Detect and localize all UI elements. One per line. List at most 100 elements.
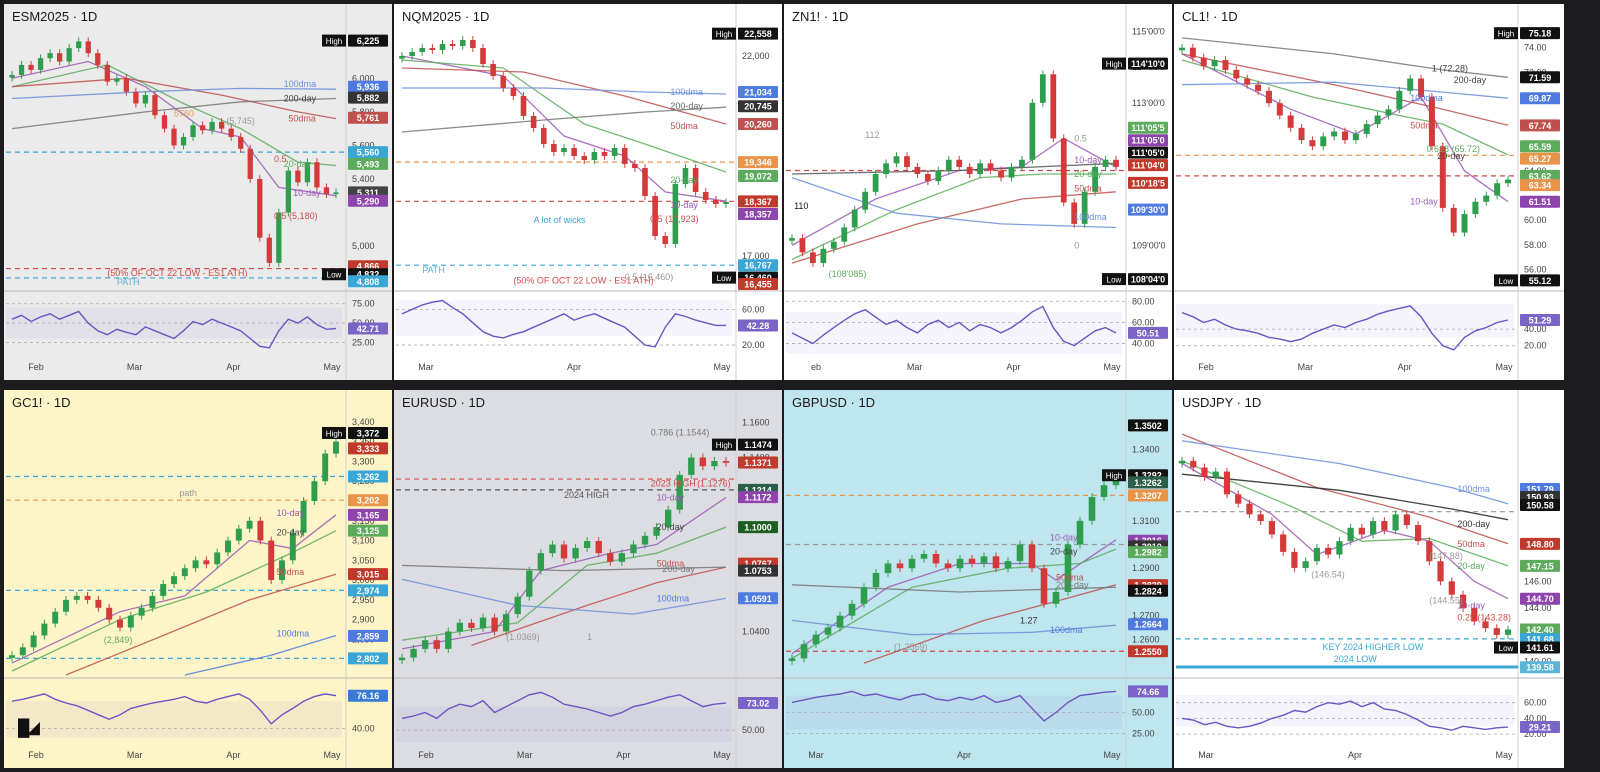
price-badge[interactable]: 111'04'0: [1128, 159, 1168, 172]
price-badge[interactable]: 148.80: [1520, 537, 1560, 550]
price-badge[interactable]: 114'10'0 High: [1102, 57, 1168, 70]
price-badge[interactable]: 3,262: [348, 470, 388, 483]
price-badge[interactable]: 20,745: [738, 100, 778, 113]
candle: [893, 152, 900, 168]
price-badge[interactable]: 55.12 Low: [1494, 274, 1560, 287]
price-badge[interactable]: 19,072: [738, 170, 778, 182]
price-badge[interactable]: 61.51: [1520, 195, 1560, 208]
price-badge[interactable]: 20,260: [738, 118, 778, 130]
price-badge[interactable]: 108'04'0 Low: [1102, 273, 1168, 286]
price-badge[interactable]: 3,202: [348, 494, 388, 507]
rsi-badge-bg: [348, 322, 388, 335]
price-badge[interactable]: 3,015: [348, 568, 388, 581]
candle: [904, 152, 910, 171]
price-badge[interactable]: 147.15: [1520, 559, 1560, 572]
price-badge[interactable]: 5,761: [348, 111, 388, 124]
price-badge[interactable]: 18,357: [738, 208, 778, 220]
candle-body: [860, 587, 868, 604]
price-badge[interactable]: 142.40: [1520, 623, 1560, 636]
candle-body: [138, 607, 145, 616]
candle: [1113, 155, 1119, 171]
price-badge[interactable]: 1.1371: [738, 456, 778, 469]
price-badge[interactable]: 3,372 High: [322, 426, 388, 439]
price-badge[interactable]: 1.1474 High: [712, 438, 778, 451]
price-badge[interactable]: 5,882: [348, 91, 388, 104]
price-badge[interactable]: 1.2664: [1128, 618, 1168, 631]
price-badge[interactable]: 111'05'5: [1128, 121, 1168, 134]
price-badge[interactable]: 1.2982: [1128, 546, 1168, 559]
price-badge[interactable]: 1.0591: [738, 592, 778, 605]
price-badge[interactable]: 65.27: [1520, 152, 1560, 165]
price-badge[interactable]: 141.61 Low: [1494, 641, 1560, 654]
price-badge[interactable]: 139.58: [1520, 661, 1560, 674]
chart-panel[interactable]: USDJPY · 1D146.00144.00140.00MarAprMay10…: [1174, 390, 1564, 768]
price-badge[interactable]: 1.1172: [738, 491, 778, 504]
chart-panel[interactable]: ESM2025 · 1D6,0005,8005,6005,4005,000Feb…: [4, 4, 392, 380]
price-badge[interactable]: 69.87: [1520, 92, 1560, 105]
price-badge[interactable]: 1.2550: [1128, 645, 1168, 658]
x-tick-label: Apr: [1348, 750, 1362, 760]
price-badge[interactable]: 5,560: [348, 146, 388, 159]
price-badge[interactable]: 3,165: [348, 508, 388, 521]
price-badge[interactable]: 5,290: [348, 194, 388, 207]
price-badge[interactable]: 2,859: [348, 629, 388, 642]
price-badge[interactable]: 6,225 High: [322, 34, 388, 47]
candle-body: [214, 552, 221, 565]
chart-panel[interactable]: CL1! · 1D74.0072.0066.0064.0060.0058.005…: [1174, 4, 1564, 380]
candle: [1071, 198, 1078, 228]
rsi-tick-label: 50.00: [742, 725, 765, 735]
rsi-tick-label: 25.00: [1132, 729, 1155, 739]
price-badge[interactable]: 5,493: [348, 157, 388, 170]
candle-body: [152, 95, 158, 116]
price-badge[interactable]: 1.3502: [1128, 419, 1168, 432]
price-badge[interactable]: 19,346: [738, 156, 778, 169]
price-badge[interactable]: 111'05'0: [1128, 134, 1168, 147]
price-badge-value: 55.12: [1529, 276, 1552, 286]
price-badge-value: 61.51: [1529, 197, 1552, 207]
candle-body: [66, 48, 72, 62]
price-badge[interactable]: 1.3262: [1128, 476, 1168, 489]
price-badge[interactable]: 3,333: [348, 442, 388, 455]
chart-panel[interactable]: NQM2025 · 1D 22,000 17,000 Mar Apr May 100dma 2…: [394, 4, 782, 380]
candle: [409, 48, 415, 60]
price-badge[interactable]: 1.1000: [738, 521, 778, 534]
candle-body: [246, 520, 253, 529]
candle: [810, 248, 816, 267]
candle: [1370, 517, 1377, 539]
price-badge[interactable]: 2,974: [348, 584, 388, 597]
price-badge[interactable]: 1.2824: [1128, 584, 1168, 597]
candle-body: [722, 460, 730, 463]
price-badge[interactable]: 2,802: [348, 652, 388, 665]
price-badge[interactable]: 3,125: [348, 524, 388, 537]
candle: [399, 52, 405, 63]
price-badge[interactable]: 5,936: [348, 80, 388, 93]
price-badge[interactable]: 63.34: [1520, 179, 1560, 192]
price-badge[interactable]: 22,558 High: [712, 27, 778, 40]
price-badge[interactable]: 65.59: [1520, 140, 1560, 153]
price-badge[interactable]: 150.58: [1520, 499, 1560, 512]
price-badge[interactable]: 1.0753: [738, 564, 778, 577]
price-badge[interactable]: 75.18 High: [1494, 27, 1560, 40]
price-badge[interactable]: 111'05'0: [1128, 146, 1168, 159]
candle-body: [502, 614, 510, 632]
price-badge[interactable]: 67.74: [1520, 119, 1560, 132]
price-badge[interactable]: 144.70: [1520, 592, 1560, 605]
chart-panel[interactable]: EURUSD · 1D1.16001.14001.08001.0400FebMa…: [394, 390, 782, 768]
price-badge[interactable]: 1.3207: [1128, 489, 1168, 502]
candle: [228, 124, 234, 141]
price-badge[interactable]: 4,808: [348, 275, 388, 288]
price-badge[interactable]: 110'18'5: [1128, 176, 1168, 189]
chart-panel[interactable]: GBPUSD · 1D 1.3400 1.3100 1.2900 1.2700 1.260…: [784, 390, 1172, 768]
price-badge[interactable]: 16,455: [738, 278, 778, 290]
price-badge[interactable]: 21,034: [738, 86, 778, 98]
price-badge[interactable]: 63.62: [1520, 169, 1560, 182]
price-badge-tag: Low: [1499, 644, 1514, 653]
price-badge[interactable]: 16,767: [738, 259, 778, 272]
price-badge[interactable]: 109'30'0: [1128, 203, 1168, 216]
price-badge[interactable]: 18,367: [738, 195, 778, 208]
price-badge[interactable]: 71.59: [1520, 71, 1560, 84]
candle-body: [1291, 551, 1298, 568]
chart-panel[interactable]: ZN1! · 1D115'00'0114'00'0113'00'0112'00'…: [784, 4, 1172, 380]
candle-body: [1336, 541, 1343, 555]
chart-panel[interactable]: GC1! · 1D3,4003,3503,3003,2503,2003,1503…: [4, 390, 392, 768]
